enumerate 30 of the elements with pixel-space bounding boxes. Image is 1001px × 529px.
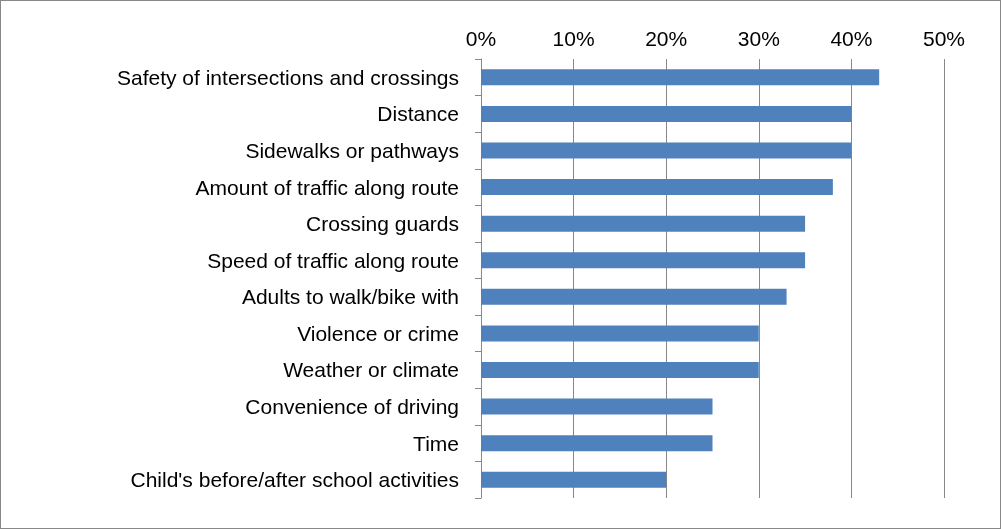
y-tick-label: Violence or crime xyxy=(297,321,459,345)
bar xyxy=(481,471,667,488)
x-tick-label: 20% xyxy=(645,27,688,50)
bar xyxy=(481,435,713,452)
x-tick-label: 40% xyxy=(830,27,873,50)
y-tick-label: Amount of traffic along route xyxy=(195,175,459,199)
bar xyxy=(481,288,787,305)
y-tick-label: Sidewalks or pathways xyxy=(245,138,459,162)
y-tick-label: Adults to walk/bike with xyxy=(241,285,459,309)
y-tick-label: Speed of traffic along route xyxy=(207,248,459,272)
x-tick-label: 0% xyxy=(465,27,497,50)
bar xyxy=(481,215,806,232)
bar xyxy=(481,361,759,378)
bar xyxy=(481,105,852,122)
bar xyxy=(481,142,852,159)
x-tick-label: 30% xyxy=(737,27,780,50)
x-tick-label: 10% xyxy=(552,27,595,50)
y-tick-label: Convenience of driving xyxy=(245,395,459,419)
y-tick-label: Weather or climate xyxy=(283,358,459,382)
y-tick-label: Time xyxy=(413,431,459,455)
bar xyxy=(481,179,833,196)
y-tick-label: Crossing guards xyxy=(306,212,459,236)
x-tick-label: 50% xyxy=(922,27,966,50)
bar xyxy=(481,69,880,86)
y-tick-label: Child's before/after school activities xyxy=(130,468,459,492)
y-tick-label: Distance xyxy=(377,102,459,126)
bar xyxy=(481,398,713,415)
y-tick-label: Safety of intersections and crossings xyxy=(116,65,459,89)
bar xyxy=(481,252,806,269)
bar xyxy=(481,325,759,342)
